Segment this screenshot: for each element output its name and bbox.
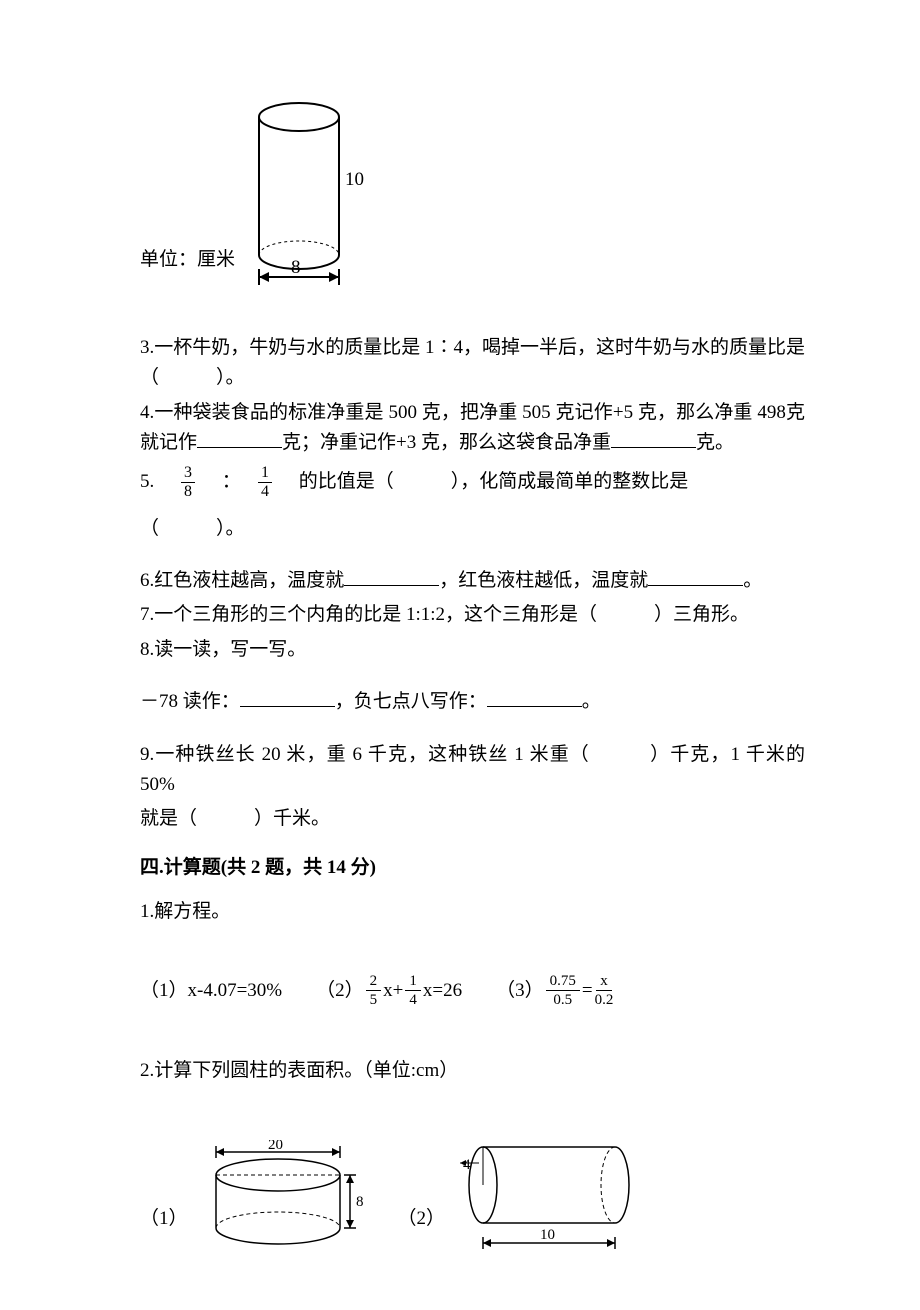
blank <box>648 567 743 586</box>
svg-text:10: 10 <box>540 1227 555 1243</box>
q8-text-d: 。 <box>582 691 601 712</box>
cylinder-figure-1: 单位：厘米 10 8 <box>140 95 805 305</box>
question-3: 3.一杯牛奶，牛奶与水的质量比是 1∶4，喝掉一半后，这时牛奶与水的质量比是（ … <box>140 333 805 394</box>
svg-text:20: 20 <box>268 1140 283 1153</box>
blank <box>487 688 582 707</box>
q4-text-c: 克。 <box>696 432 734 453</box>
blank <box>611 429 696 448</box>
q4-text-b: 克；净重记作+3 克，那么这袋食品净重 <box>282 432 611 453</box>
fraction: 38 <box>181 465 195 500</box>
height-label: 10 <box>345 169 364 190</box>
blank <box>197 429 282 448</box>
fig2-label: （2） <box>398 1204 446 1259</box>
q5-text-b: 的比值是（ ），化简成最简单的整数比是 <box>280 470 689 491</box>
equation-3: （3） 0.750.5 = x0.2 <box>496 973 615 1008</box>
s4-q2: 2.计算下列圆柱的表面积。（单位:cm） <box>140 1056 805 1086</box>
q6-text-c: 。 <box>743 570 762 591</box>
s4-q1: 1.解方程。 <box>140 897 805 927</box>
q8-text-c: ，负七点八写作： <box>335 691 487 712</box>
q5-mid: ： <box>203 470 251 491</box>
diameter-label: 8 <box>291 257 301 278</box>
figure-item-1: （1） 20 8 <box>140 1140 368 1260</box>
q6-text-a: 6.红色液柱越高，温度就 <box>140 570 344 591</box>
section-4-title: 四.计算题(共 2 题，共 14 分) <box>140 853 805 883</box>
question-9b: 就是（ ）千米。 <box>140 804 805 834</box>
figure-item-2: （2） 4 10 <box>398 1135 656 1260</box>
question-8a: 8.读一读，写一写。 <box>140 635 805 665</box>
question-9a: 9.一种铁丝长 20 米，重 6 千克，这种铁丝 1 米重（ ）千克，1 千米的… <box>140 740 805 801</box>
question-4: 4.一种袋装食品的标准净重是 500 克，把净重 505 克记作+5 克，那么净… <box>140 398 805 459</box>
svg-text:8: 8 <box>356 1194 364 1210</box>
equation-2: （2） 25 x+ 14 x=26 <box>316 973 462 1008</box>
equation-1: （1）x-4.07=30% <box>140 976 282 1006</box>
q5-text-a: 5. <box>140 470 173 491</box>
q6-text-b: ，红色液柱越低，温度就 <box>439 570 648 591</box>
question-8b: －78 读作： ，负七点八写作： 。 <box>140 687 805 717</box>
question-5-cont: （ ）。 <box>140 514 805 544</box>
unit-label: 单位：厘米 <box>140 248 235 270</box>
q8-text-b: －78 读作： <box>140 691 240 712</box>
fig1-label: （1） <box>140 1204 188 1259</box>
cylinder-diagram-2: 4 10 <box>455 1135 655 1260</box>
question-6: 6.红色液柱越高，温度就 ，红色液柱越低，温度就 。 <box>140 566 805 596</box>
cylinder-diagram-1: 20 8 <box>198 1140 368 1260</box>
blank <box>240 688 335 707</box>
question-7: 7.一个三角形的三个内角的比是 1:1:2，这个三角形是（ ）三角形。 <box>140 600 805 630</box>
equation-row: （1）x-4.07=30% （2） 25 x+ 14 x=26 （3） 0.75… <box>140 973 805 1008</box>
question-5: 5. 38 ： 14 的比值是（ ），化简成最简单的整数比是 <box>140 465 805 500</box>
fraction: 14 <box>258 465 272 500</box>
blank <box>344 567 439 586</box>
figure-row: （1） 20 8 （2） <box>140 1135 805 1260</box>
